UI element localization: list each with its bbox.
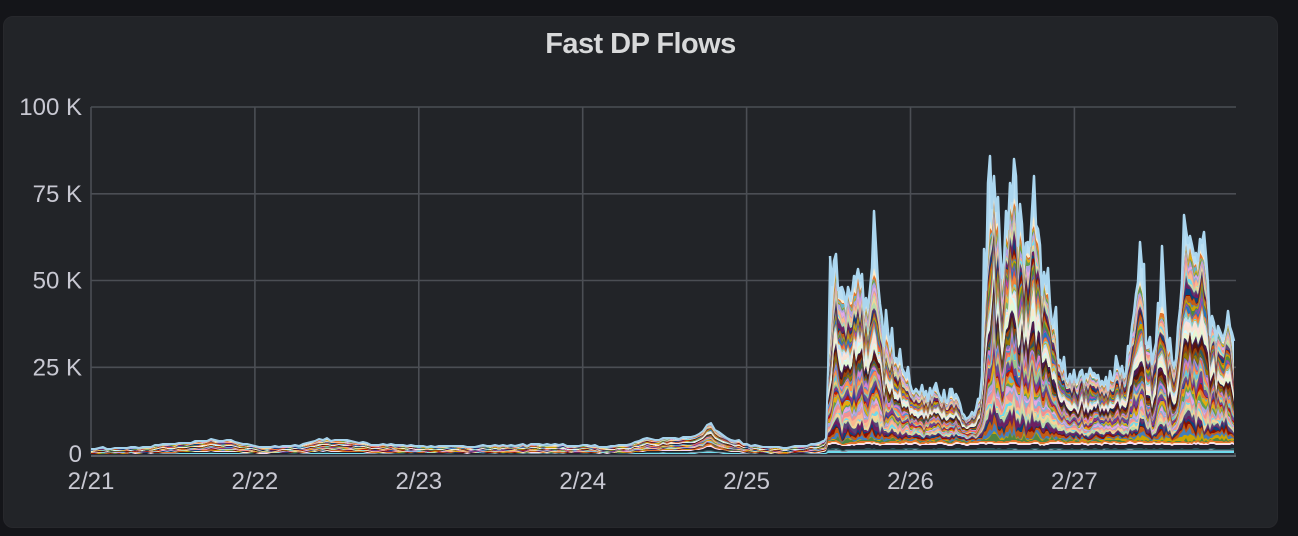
svg-text:2/27: 2/27 <box>1051 468 1098 495</box>
svg-text:2/23: 2/23 <box>395 468 442 495</box>
svg-text:2/26: 2/26 <box>887 468 934 495</box>
svg-text:50 K: 50 K <box>33 268 82 295</box>
svg-text:2/22: 2/22 <box>232 468 279 495</box>
svg-text:0: 0 <box>69 441 82 468</box>
svg-text:2/21: 2/21 <box>68 468 115 495</box>
svg-text:75 K: 75 K <box>33 181 82 208</box>
svg-text:100 K: 100 K <box>19 94 82 121</box>
svg-text:2/25: 2/25 <box>723 468 770 495</box>
svg-text:2/24: 2/24 <box>559 468 606 495</box>
svg-text:25 K: 25 K <box>33 354 82 381</box>
